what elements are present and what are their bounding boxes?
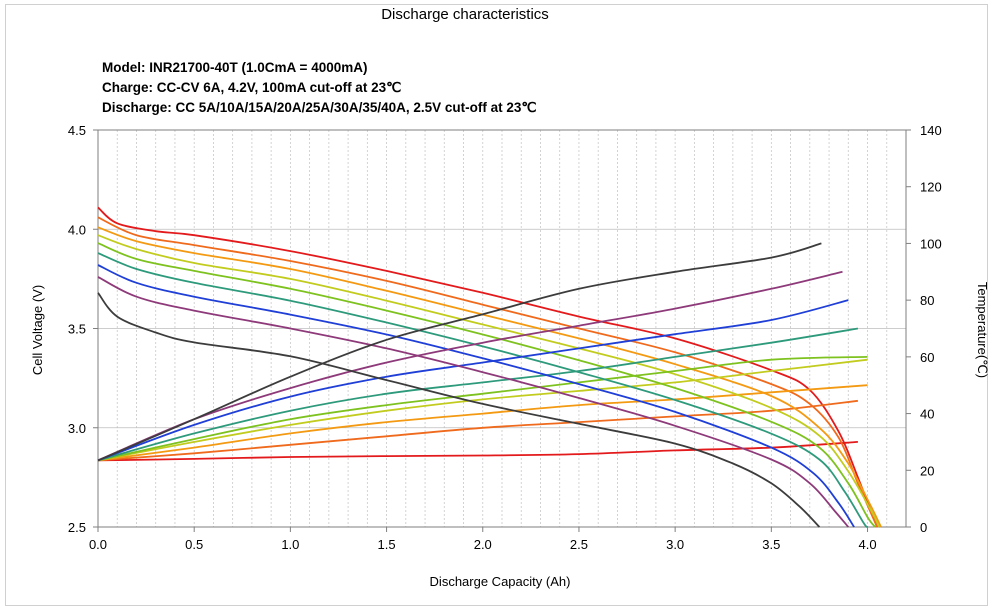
axes — [93, 129, 911, 532]
x-tick-label: 1.5 — [378, 537, 396, 552]
voltage-line-7 — [97, 264, 855, 528]
x-tick-label: 3.5 — [762, 537, 780, 552]
subtitle-model: Model: INR21700-40T (1.0CmA = 4000mA) — [102, 60, 368, 75]
tick-labels: 0.0 0.5 1.0 1.5 2.0 2.5 3.0 3.5 4.0 2.5 3.0 3.5 4.0 4… — [68, 123, 942, 552]
y2-tick-label: 60 — [920, 350, 934, 365]
subtitle-charge: Charge: CC-CV 6A, 4.2V, 100mA cut-off at… — [102, 80, 402, 95]
y2-axis-label: Temperature(℃) — [975, 282, 990, 378]
chart-frame — [5, 4, 988, 606]
temperature-line-9 — [97, 242, 822, 462]
y2-tick-label: 0 — [920, 520, 927, 535]
x-tick-label: 1.0 — [281, 537, 299, 552]
y2-tick-label: 100 — [920, 236, 942, 251]
x-tick-label: 3.0 — [666, 537, 684, 552]
temperature-line-2 — [97, 399, 859, 462]
x-axis-label: Discharge Capacity (Ah) — [430, 574, 571, 589]
voltage-line-8 — [97, 276, 849, 528]
y2-tick-label: 20 — [920, 463, 934, 478]
x-tick-label: 0.5 — [185, 537, 203, 552]
voltage-line-6 — [97, 252, 869, 528]
series-lines — [97, 206, 882, 528]
voltage-line-9 — [97, 292, 821, 528]
voltage-line-1 — [97, 206, 878, 528]
chart-title: Discharge characteristics — [381, 6, 549, 23]
voltage-line-4 — [97, 234, 880, 528]
y-tick-label: 3.0 — [68, 421, 86, 436]
x-tick-label: 2.0 — [474, 537, 492, 552]
voltage-line-3 — [97, 226, 882, 528]
temperature-line-5 — [97, 356, 868, 462]
temperature-line-8 — [97, 270, 843, 462]
y2-tick-label: 140 — [920, 123, 942, 138]
x-tick-label: 2.5 — [570, 537, 588, 552]
y-tick-label: 4.5 — [68, 123, 86, 138]
temperature-line-6 — [97, 327, 859, 462]
temperature-line-4 — [97, 358, 868, 462]
y-tick-label: 2.5 — [68, 520, 86, 535]
y-axis-label: Cell Voltage (V) — [30, 285, 45, 375]
temperature-line-7 — [97, 299, 849, 462]
temperature-line-3 — [97, 384, 868, 462]
y-tick-label: 4.0 — [68, 222, 86, 237]
x-tick-label: 4.0 — [858, 537, 876, 552]
y2-tick-label: 80 — [920, 293, 934, 308]
y-tick-label: 3.5 — [68, 322, 86, 337]
y2-tick-label: 40 — [920, 407, 934, 422]
y2-tick-label: 120 — [920, 180, 942, 195]
voltage-line-5 — [97, 242, 876, 528]
x-tick-label: 0.0 — [89, 537, 107, 552]
subtitle-discharge: Discharge: CC 5A/10A/15A/20A/25A/30A/35/… — [102, 100, 537, 115]
